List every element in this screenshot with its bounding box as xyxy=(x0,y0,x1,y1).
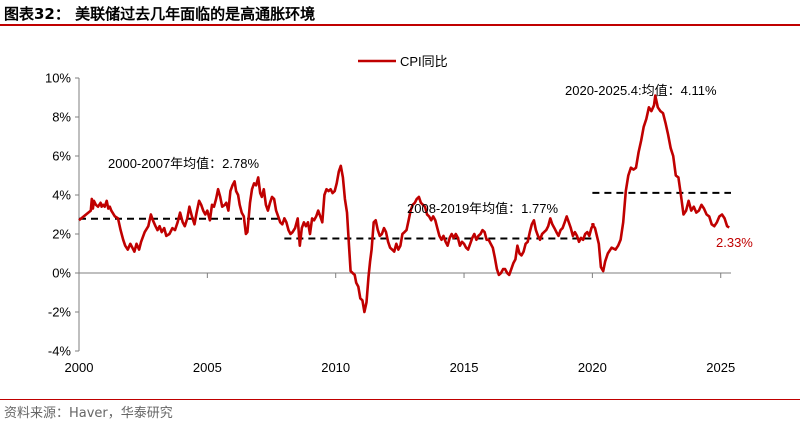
source-note: 资料来源：Haver，华泰研究 xyxy=(4,406,173,421)
y-tick-label: 0% xyxy=(52,266,71,281)
x-tick-label: 2025 xyxy=(706,360,735,375)
average-label: 2020-2025.4:均值：4.11% xyxy=(565,83,717,98)
y-tick-label: 10% xyxy=(45,71,71,86)
y-tick-label: -4% xyxy=(48,344,72,359)
annotation-labels: 2000-2007年均值：2.78% 2008-2019年均值：1.77% 2020… xyxy=(108,83,753,250)
average-label: 2008-2019年均值：1.77% xyxy=(407,201,558,216)
x-tick-label: 2020 xyxy=(578,360,607,375)
x-tick-label: 2005 xyxy=(193,360,222,375)
source-divider xyxy=(0,399,800,400)
legend-label: CPI同比 xyxy=(400,54,448,69)
end-value-label: 2.33% xyxy=(716,235,753,250)
cpi-line-chart: -4% -2% 0% 2% 4% 6% 8% 10% 2000 2005 2010 2015 2020 2… xyxy=(45,54,753,376)
legend: CPI同比 xyxy=(358,54,448,69)
x-tick-label: 2015 xyxy=(450,360,479,375)
y-tick-label: -2% xyxy=(48,305,72,320)
y-tick-label: 6% xyxy=(52,149,71,164)
series-group xyxy=(78,94,730,314)
title-divider xyxy=(0,24,800,26)
y-tick-label: 2% xyxy=(52,227,71,242)
axes: -4% -2% 0% 2% 4% 6% 8% 10% 2000 2005 2010 2015 2020 2… xyxy=(45,71,735,376)
cpi-series-line xyxy=(78,94,730,314)
x-tick-label: 2010 xyxy=(321,360,350,375)
x-tick-label: 2000 xyxy=(65,360,94,375)
y-tick-label: 8% xyxy=(52,110,71,125)
average-label: 2000-2007年均值：2.78% xyxy=(108,156,259,171)
y-tick-label: 4% xyxy=(52,188,71,203)
figure-title: 图表32： 美联储过去几年面临的是高通胀环境 xyxy=(4,5,316,23)
